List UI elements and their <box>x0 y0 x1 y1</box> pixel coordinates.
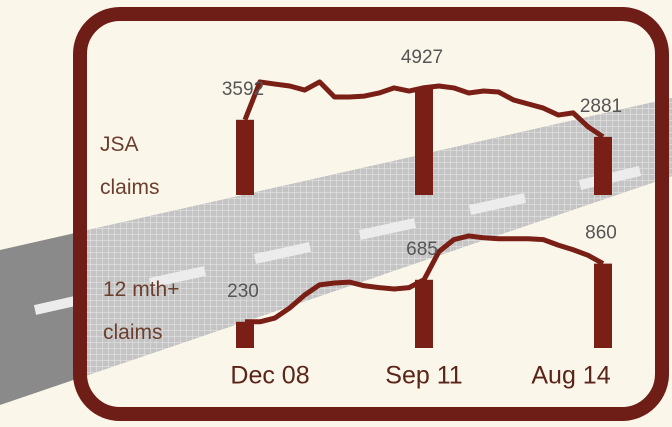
value-label: 4927 <box>401 47 443 68</box>
value-label: 685 <box>406 239 438 260</box>
bar <box>594 264 612 348</box>
bar <box>415 88 433 195</box>
bar <box>594 137 612 195</box>
bar <box>236 322 254 348</box>
series-label-line: claims <box>103 321 163 344</box>
x-tick-label: Sep 11 <box>385 362 462 390</box>
infographic: JSA claims 3592 4927 2881 12 mth+ claims 230 685… <box>0 0 672 427</box>
value-label: 3592 <box>222 79 264 100</box>
series-label: JSA claims <box>100 133 160 199</box>
bar <box>415 280 433 348</box>
series-label-line: 12 mth+ <box>103 278 179 301</box>
x-tick-label: Dec 08 <box>230 362 309 390</box>
series-label-line: claims <box>100 176 160 199</box>
value-label: 230 <box>227 281 259 302</box>
x-tick-label: Aug 14 <box>531 362 610 390</box>
series-label-line: JSA <box>100 133 139 156</box>
value-label: 2881 <box>580 96 622 117</box>
value-label: 860 <box>585 223 617 244</box>
bar <box>236 120 254 195</box>
